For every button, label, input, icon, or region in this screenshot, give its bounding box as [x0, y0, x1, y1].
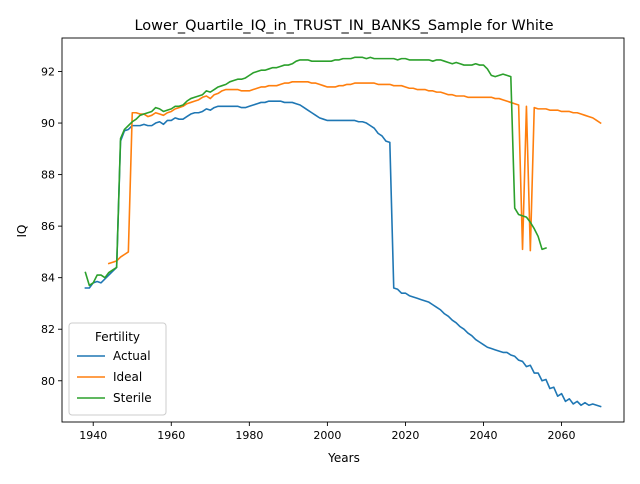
- legend-label-actual: Actual: [113, 349, 151, 363]
- legend-title: Fertility: [95, 330, 140, 344]
- y-tick-label: 88: [41, 169, 55, 182]
- x-tick-label: 1940: [79, 429, 107, 442]
- plot-area: 1940 1960 1980 2000 2020 2040 2060 80 82 84 86 88 90…: [41, 37, 625, 442]
- y-axis-label: IQ: [15, 225, 29, 238]
- chart-title: Lower_Quartile_IQ_in_TRUST_IN_BANKS_Samp…: [134, 18, 553, 34]
- series-line-actual: [84, 100, 602, 408]
- y-tick-label: 82: [41, 323, 55, 336]
- y-tick-label: 84: [41, 272, 55, 285]
- x-tick-label: 2040: [470, 429, 498, 442]
- x-tick-label: 1980: [235, 429, 263, 442]
- legend-box: [68, 322, 167, 416]
- axes-frame: [61, 37, 625, 423]
- x-tick-label: 2060: [548, 429, 576, 442]
- x-axis-label: Years: [327, 451, 360, 465]
- y-tick-label: 86: [41, 220, 55, 233]
- series-line-sterile: [84, 56, 547, 287]
- y-tick-label: 90: [41, 117, 55, 130]
- y-tick-label: 80: [41, 375, 55, 388]
- x-tick-label: 2000: [313, 429, 341, 442]
- y-tick-label: 92: [41, 66, 55, 79]
- legend: Fertility Actual Ideal Sterile: [68, 322, 167, 416]
- x-tick-label: 1960: [157, 429, 185, 442]
- legend-label-sterile: Sterile: [113, 391, 152, 405]
- x-tick-label: 2020: [391, 429, 419, 442]
- series-line-ideal: [107, 81, 602, 265]
- legend-label-ideal: Ideal: [113, 370, 142, 384]
